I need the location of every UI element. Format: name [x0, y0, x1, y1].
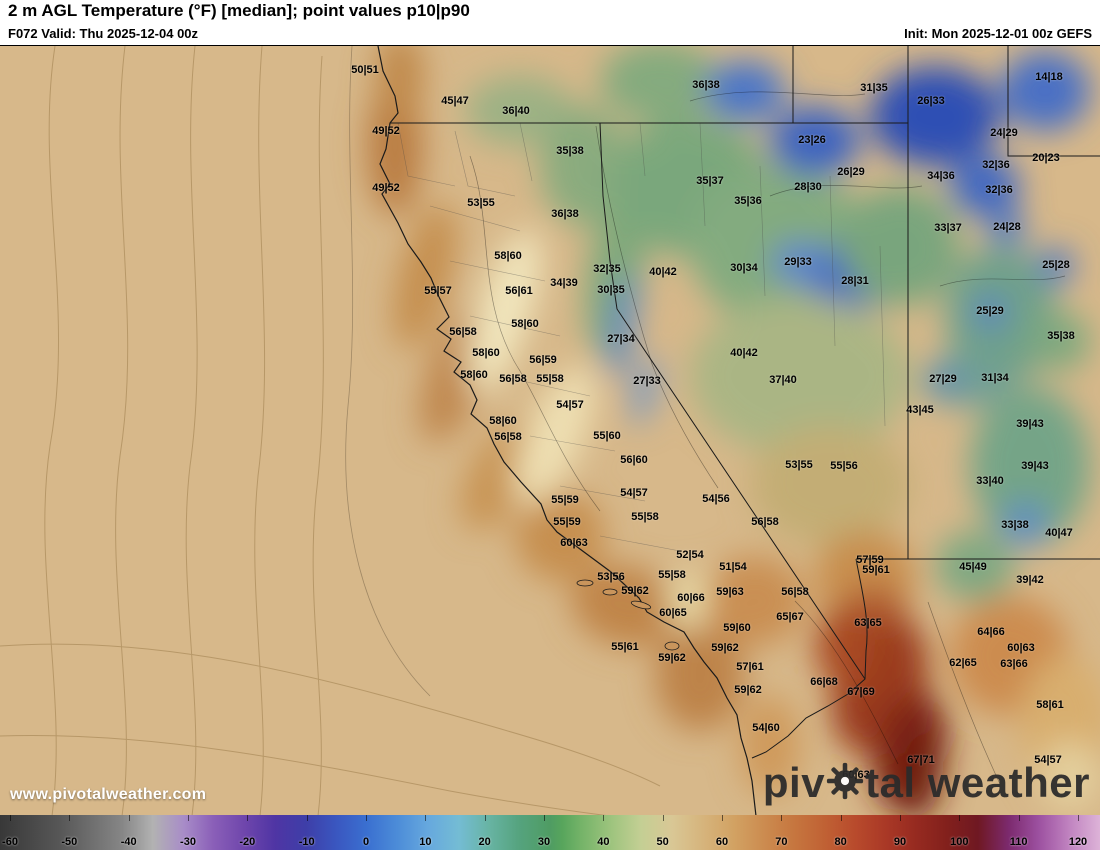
colorbar-tick-label: 100: [950, 836, 969, 848]
colorbar-tick-label: 90: [893, 836, 907, 848]
valid-time-label: F072 Valid: Thu 2025-12-04 00z: [8, 26, 199, 41]
colorbar-tick: [425, 815, 427, 821]
colorbar-tick: [188, 815, 189, 821]
colorbar-tick: [662, 815, 664, 821]
state-borders: [390, 46, 1100, 759]
colorbar-tick-label: -30: [180, 836, 196, 848]
coastline: [377, 46, 757, 815]
pivotal-weather-logo: piv tal weather: [763, 760, 1090, 805]
colorbar-tick-label: 80: [834, 836, 847, 848]
colorbar-tick: [10, 815, 11, 821]
colorbar-tick: [722, 815, 723, 821]
forecast-meta-row: F072 Valid: Thu 2025-12-04 00z Init: Mon…: [8, 26, 1092, 41]
land-contours: [469, 91, 1066, 785]
gear-sun-icon: [826, 762, 864, 807]
near-coast-contour: [345, 46, 431, 697]
colorbar-tick-label: 60: [715, 836, 729, 848]
colorbar-tick: [840, 815, 842, 821]
colorbar-tick-label: -20: [239, 836, 256, 848]
temperature-shading: [367, 46, 1100, 815]
colorbar-tick: [781, 815, 783, 821]
colorbar-tick: [306, 815, 308, 821]
colorbar-tick-label: 50: [656, 836, 669, 848]
colorbar-tick-label: 30: [537, 836, 551, 848]
init-time-label: Init: Mon 2025-12-01 00z GEFS: [904, 26, 1092, 41]
colorbar-tick: [1078, 815, 1079, 821]
colorbar-tick: [128, 815, 130, 821]
watermark-url: www.pivotalweather.com: [10, 786, 207, 803]
colorbar-tick-label: -40: [120, 836, 137, 848]
county-borders: [397, 122, 886, 552]
header: 2 m AGL Temperature (°F) [median]; point…: [0, 0, 1100, 45]
colorbar-tick: [603, 815, 605, 821]
colorbar-tick: [900, 815, 901, 821]
colorbar-tick-label: 70: [775, 836, 788, 848]
colorbar-tick: [366, 815, 367, 821]
logo-text-left: piv: [762, 758, 826, 806]
colorbar-tick-label: -60: [2, 836, 18, 848]
colorbar-tick-label: 120: [1068, 836, 1088, 848]
logo-text-right: tal weather: [865, 758, 1090, 806]
weather-map: [0, 45, 1100, 815]
colorbar-tick: [544, 815, 545, 821]
colorbar-tick: [1018, 815, 1020, 821]
colorbar-tick-label: 10: [419, 836, 432, 848]
ocean-contours: [0, 46, 661, 815]
colorbar-tick-label: 20: [478, 836, 491, 848]
colorbar-tick-label: -10: [298, 836, 315, 848]
temperature-field-map: [0, 46, 1100, 815]
colorbar-tick: [69, 815, 71, 821]
page-title: 2 m AGL Temperature (°F) [median]; point…: [8, 1, 470, 20]
channel-islands: [576, 579, 680, 651]
colorbar-tick: [247, 815, 249, 821]
colorbar-tick-label: 40: [597, 836, 610, 848]
colorbar-tick-label: -50: [61, 836, 78, 848]
colorbar-tick-label: 110: [1009, 836, 1028, 848]
colorbar: -60 -50 -40 -30 -20 -10 0 10 20 30 40 50 60 70 80 90 100…: [0, 815, 1100, 850]
colorbar-tick-label: 0: [362, 836, 370, 848]
colorbar-tick: [484, 815, 486, 821]
colorbar-tick: [959, 815, 961, 821]
